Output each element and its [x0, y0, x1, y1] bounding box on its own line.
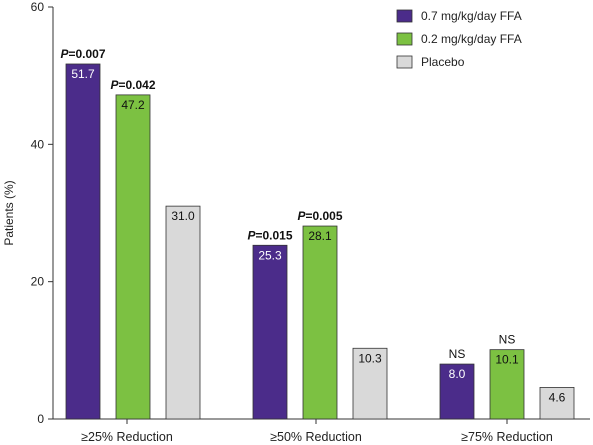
legend-label: Placebo	[421, 55, 465, 69]
y-tick-label: 40	[31, 137, 45, 151]
bar-value-label: 47.2	[121, 98, 145, 112]
bar-value-label: 8.0	[449, 367, 466, 381]
bar-value-label: 4.6	[549, 390, 566, 404]
bar-value-label: 10.3	[358, 351, 382, 365]
p-value-label: P=0.007	[60, 47, 105, 61]
p-value-label: P=0.042	[110, 78, 155, 92]
p-value-label: P=0.015	[247, 228, 292, 242]
legend-label: 0.2 mg/kg/day FFA	[421, 32, 522, 46]
category-label: ≥25% Reduction	[81, 430, 173, 444]
significance-label: NS	[499, 333, 516, 347]
category-label: ≥50% Reduction	[270, 430, 362, 444]
bars: 51.7 47.2 31.0 25.3 28.1 10.3 8.0 10.1 4.6 P=0.00…	[60, 47, 574, 419]
legend-swatch	[397, 33, 412, 45]
significance-label: NS	[449, 347, 466, 361]
bar-value-label: 28.1	[308, 229, 332, 243]
bar-value-label: 25.3	[258, 248, 282, 262]
y-tick-label: 60	[31, 0, 45, 14]
y-axis-title: Patients (%)	[2, 180, 16, 245]
p-value-label: P=0.005	[297, 209, 342, 223]
bar	[253, 245, 287, 419]
bar	[303, 226, 337, 419]
legend: 0.7 mg/kg/day FFA 0.2 mg/kg/day FFA Placeb…	[397, 9, 522, 69]
y-tick-label: 20	[31, 275, 45, 289]
bar	[166, 206, 200, 419]
legend-swatch	[397, 10, 412, 22]
bar-value-label: 31.0	[171, 209, 195, 223]
legend-swatch	[397, 56, 412, 68]
bar-value-label: 51.7	[71, 67, 95, 81]
category-label: ≥75% Reduction	[461, 430, 553, 444]
y-tick-label: 0	[37, 412, 44, 426]
legend-label: 0.7 mg/kg/day FFA	[421, 9, 522, 23]
bar	[66, 64, 100, 419]
bar-value-label: 10.1	[495, 353, 519, 367]
bar	[116, 95, 150, 419]
